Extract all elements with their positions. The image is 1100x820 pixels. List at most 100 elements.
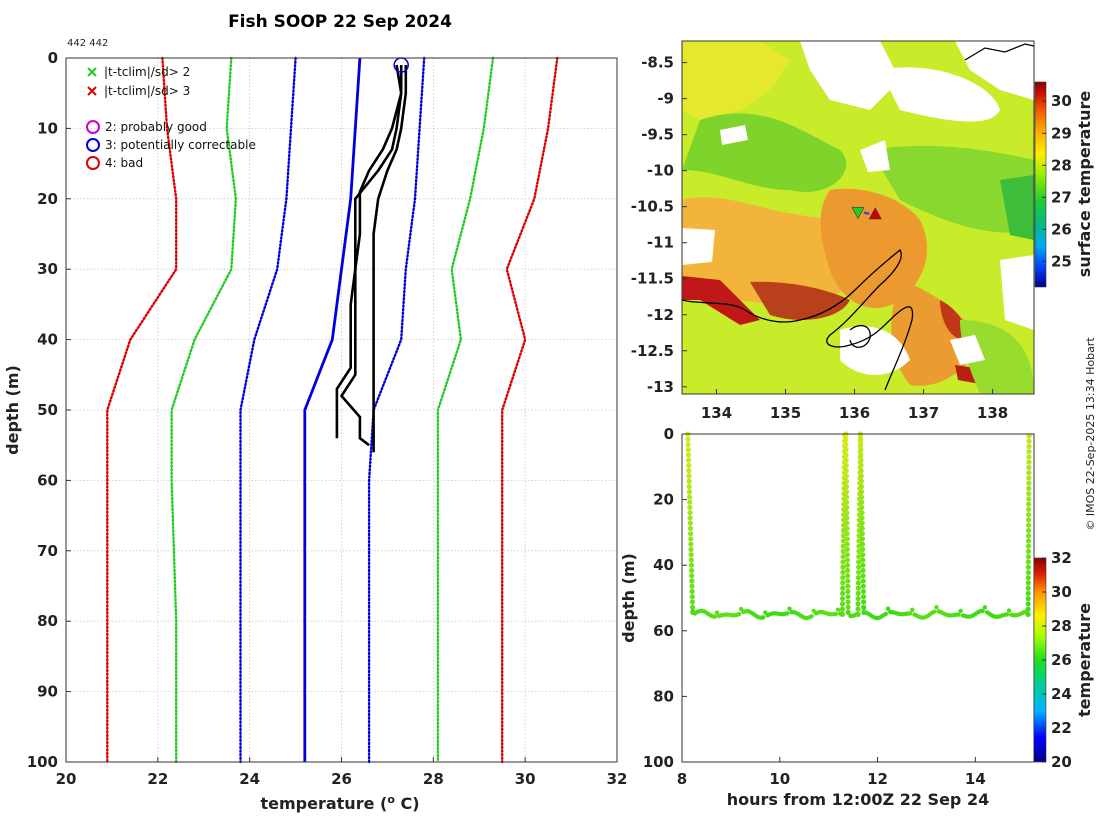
- map-colorbar-ticks: 25 26 27 28 29 30: [1042, 92, 1072, 270]
- section-point: [840, 554, 846, 560]
- section-point: [843, 452, 849, 458]
- profile-ytick-1: 10: [37, 119, 58, 137]
- section-point: [860, 546, 866, 553]
- section-point: [860, 583, 866, 589]
- map-cb-tick-3: 28: [1051, 156, 1072, 174]
- section-point: [845, 594, 851, 600]
- section-point: [843, 478, 850, 484]
- profile-line-clim-minus-2sd: [170, 56, 238, 764]
- section-point: [1026, 506, 1032, 513]
- map-ytick-9: -13: [647, 378, 674, 396]
- map-coastline: [682, 43, 1034, 391]
- profile-ytick-10: 100: [27, 753, 58, 771]
- map-ytick-5: -11: [647, 234, 674, 252]
- map-position-marker-1: [868, 207, 882, 220]
- section-point: [858, 478, 864, 484]
- section-point: [1025, 575, 1031, 581]
- profile-series: [106, 56, 559, 764]
- section-point: [843, 483, 850, 490]
- section-point: [855, 611, 861, 618]
- section-point: [1026, 491, 1032, 497]
- section-point: [855, 569, 862, 576]
- map-frame: [681, 40, 1035, 395]
- section-point: [845, 599, 851, 605]
- legend-x-green-icon: [87, 67, 97, 77]
- section-point: [1026, 512, 1032, 518]
- section-point: [860, 588, 867, 595]
- profile-ytick-3: 30: [37, 260, 58, 278]
- section-point: [1026, 480, 1032, 486]
- section-point: [688, 567, 695, 574]
- map-colorbar: [1034, 81, 1047, 288]
- section-point: [1026, 433, 1032, 439]
- section-xtick-0: 8: [677, 770, 687, 788]
- profile-xtick-5: 30: [515, 770, 536, 788]
- profile-ytick-8: 80: [37, 612, 58, 630]
- map-track-line: [863, 211, 870, 215]
- map-ticks: 134 135 136 137 138 -8.5 -9 -9.5 -10 -10.5 -11 -11.…: [631, 54, 1008, 422]
- section-point: [685, 447, 691, 453]
- section-cb-tick-5: 30: [1051, 583, 1072, 601]
- section-point: [1025, 554, 1032, 560]
- section-point: [843, 441, 849, 448]
- section-point: [956, 612, 961, 617]
- map-xtick-2: 136: [839, 404, 870, 422]
- section-point: [839, 611, 845, 618]
- profile-line-clim-plus-2sd: [436, 56, 495, 764]
- section-point: [843, 468, 849, 474]
- section-point: [1025, 606, 1031, 612]
- section-ytick-1: 20: [653, 491, 674, 509]
- section-points: [685, 431, 1032, 621]
- depth-time-section: 8 10 12 14 0 20 40 60 80 100 hours from 12:00Z 22…: [619, 425, 1094, 809]
- section-point: [840, 575, 846, 581]
- section-point: [688, 546, 694, 553]
- profile-ylabel: depth (m): [3, 365, 22, 455]
- map-colorbar-label: surface temperature: [1075, 91, 1094, 278]
- profile-xtick-3: 26: [331, 770, 352, 788]
- map-xtick-4: 138: [977, 404, 1008, 422]
- section-point: [689, 594, 695, 600]
- section-point: [844, 552, 851, 558]
- section-point: [1026, 470, 1032, 476]
- section-point: [835, 607, 841, 612]
- section-cb-tick-4: 28: [1051, 617, 1072, 635]
- section-point: [858, 457, 864, 463]
- section-point: [685, 441, 691, 448]
- section-point: [982, 605, 988, 610]
- section-point: [1026, 449, 1032, 455]
- section-point: [845, 573, 851, 579]
- section-point: [1026, 454, 1032, 460]
- section-point: [1026, 475, 1032, 481]
- section-point: [685, 452, 692, 458]
- map-ytick-0: -8.5: [641, 54, 674, 72]
- section-point: [840, 569, 846, 576]
- section-point: [809, 614, 814, 619]
- map-gap-f: [950, 335, 985, 365]
- legend-circle-blue-icon: [86, 138, 100, 152]
- map-patch-h: [750, 281, 850, 320]
- map-patch-j: [940, 300, 967, 340]
- section-point: [845, 588, 851, 595]
- map-coast-b: [849, 306, 914, 391]
- profile-xlabel: temperature (o C): [260, 793, 419, 814]
- map-patch-c: [870, 145, 1034, 233]
- profile-xtick-0: 20: [56, 770, 77, 788]
- section-point: [685, 457, 692, 463]
- map-coast-d: [849, 324, 871, 348]
- section-ytick-3: 60: [653, 622, 674, 640]
- section-point: [859, 531, 865, 537]
- section-point: [689, 583, 695, 589]
- legend-x-item-1: |t-tclim|/sd> 3: [87, 84, 190, 98]
- section-point: [688, 552, 694, 558]
- section-point: [686, 494, 693, 500]
- section-ytick-2: 40: [653, 556, 674, 574]
- section-point: [980, 608, 985, 613]
- section-point: [1025, 533, 1032, 539]
- section-point: [787, 606, 792, 611]
- section-point: [686, 473, 692, 479]
- section-point: [1025, 611, 1031, 618]
- section-point: [858, 489, 865, 495]
- section-point: [844, 515, 850, 521]
- section-point: [958, 608, 963, 614]
- section-point: [688, 536, 694, 542]
